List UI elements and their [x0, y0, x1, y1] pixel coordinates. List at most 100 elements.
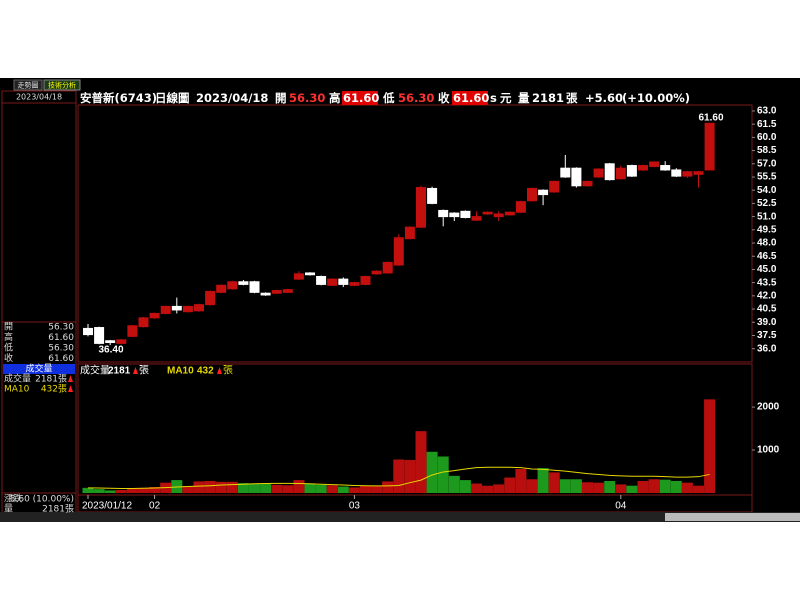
- volume-bar: [115, 489, 127, 493]
- candle-body: [371, 270, 382, 275]
- candle-body: [582, 180, 593, 187]
- volume-bar: [293, 480, 305, 493]
- volume-bar: [526, 479, 538, 493]
- header-volume: 2181: [532, 91, 564, 105]
- header-close: 61.60: [453, 91, 489, 105]
- y-tick-label: 52.5: [757, 198, 777, 209]
- candle-body: [660, 165, 671, 171]
- candle-body: [504, 211, 515, 216]
- x-tick-label: 02: [149, 501, 161, 512]
- candle-body: [615, 167, 626, 180]
- header-currency: 元: [500, 91, 512, 105]
- candle-body: [493, 213, 504, 218]
- volume-bar: [93, 489, 105, 493]
- volume-bar: [304, 483, 316, 493]
- legend-value: 2181: [108, 366, 131, 377]
- candle-body: [116, 339, 127, 344]
- candle-body: [171, 305, 182, 311]
- header-low: 56.30: [398, 91, 434, 105]
- quote-value: 61.60: [48, 333, 74, 343]
- y-tick-label: 1000: [757, 445, 780, 456]
- candle-body: [83, 327, 93, 336]
- header-close-flag: s: [490, 91, 497, 105]
- candle-body: [560, 167, 571, 178]
- candle-body: [127, 325, 138, 337]
- volume-bar: [648, 479, 660, 493]
- volume-bar: [393, 459, 405, 493]
- candle-body: [105, 340, 116, 344]
- candle-body: [649, 161, 660, 167]
- volume-bar: [149, 486, 161, 493]
- candle-body: [194, 304, 204, 312]
- footer-value: 2181張: [42, 504, 74, 515]
- toolbar[interactable]: [665, 513, 800, 521]
- indicator-title-bg: [3, 364, 75, 374]
- candle-body: [160, 305, 171, 314]
- volume-bar: [471, 483, 482, 493]
- indicator-value: 432張: [41, 384, 67, 395]
- volume-bar: [415, 431, 427, 493]
- high-annotation: 61.60: [698, 113, 723, 124]
- quote-value: 56.30: [48, 323, 74, 333]
- header-open-label: 開: [275, 91, 287, 105]
- volume-bar: [670, 480, 682, 493]
- volume-bar: [426, 451, 438, 493]
- ma10-line: [87, 466, 710, 489]
- candle-body: [382, 261, 393, 274]
- volume-bar: [315, 484, 327, 493]
- footer-label: 漲跌: [4, 494, 22, 505]
- candle-body: [271, 290, 282, 294]
- volume-bar: [104, 490, 116, 493]
- header-close-label: 收: [438, 91, 450, 105]
- scroll-bar[interactable]: [0, 512, 800, 522]
- y-tick-label: 36.0: [757, 343, 777, 354]
- candle-body: [327, 278, 338, 286]
- candle-body: [393, 237, 404, 266]
- quote-value: 61.60: [48, 354, 74, 364]
- price-panel: [77, 104, 753, 363]
- tab[interactable]: [13, 79, 43, 91]
- candle-body: [282, 289, 293, 293]
- indicator-title: 成交量: [25, 363, 52, 375]
- volume-bar: [604, 480, 616, 493]
- candle-body: [515, 201, 526, 213]
- up-arrow: [68, 375, 73, 382]
- candle-body: [94, 327, 105, 344]
- y-tick-label: 57.0: [757, 158, 777, 169]
- volume-bar: [482, 485, 494, 493]
- candle-body: [260, 292, 271, 296]
- quote-label: 高: [4, 331, 13, 343]
- quote-value: 56.30: [48, 344, 74, 354]
- y-tick-label: 54.0: [757, 185, 777, 196]
- candle-body: [249, 281, 260, 293]
- footer-label: 量: [4, 504, 13, 515]
- candle-body: [416, 187, 426, 228]
- candle-body: [149, 312, 160, 319]
- x-tick-label: 2023/01/12: [82, 501, 132, 512]
- candle-body: [626, 165, 637, 177]
- header-volume-label: 量: [518, 91, 530, 105]
- indicator-label: MA10: [4, 385, 30, 395]
- low-annotation: 36.40: [98, 345, 123, 356]
- up-arrow: [68, 385, 73, 392]
- volume-bar: [326, 485, 338, 493]
- highlight: [342, 91, 378, 105]
- volume-bar: [271, 484, 283, 493]
- candle-body: [593, 168, 604, 178]
- volume-bar: [504, 477, 516, 493]
- candle-body: [704, 122, 715, 171]
- side-date: 2023/04/18: [16, 93, 62, 102]
- header-open: 56.30: [289, 91, 325, 105]
- tab-label[interactable]: 走勢圖: [18, 81, 39, 90]
- candle-body: [571, 167, 582, 187]
- y-tick-label: 37.5: [757, 330, 777, 341]
- legend-unit: 張: [223, 365, 233, 377]
- tab[interactable]: [43, 79, 81, 91]
- header-change-pct: (+10.00%): [622, 91, 690, 105]
- candle-body: [349, 282, 360, 286]
- header-date: 2023/04/18: [196, 91, 268, 105]
- y-tick-label: 48.0: [757, 238, 777, 249]
- tab-label[interactable]: 技術分析: [48, 81, 76, 90]
- candle-body: [138, 317, 149, 328]
